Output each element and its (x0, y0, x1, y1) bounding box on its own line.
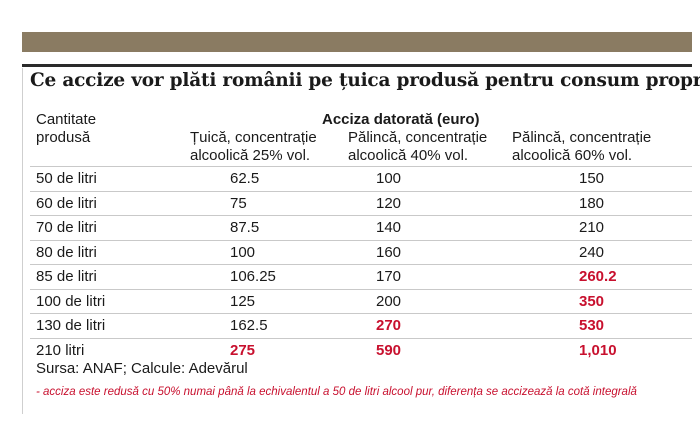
cell-palinca-40: 120 (376, 194, 402, 212)
table-row: 85 de litri 106.25 170 260.2 (30, 264, 692, 289)
cell-palinca-40: 200 (376, 292, 402, 310)
cell-palinca-60: 240 (579, 243, 605, 261)
cell-tuica-25: 62.5 (230, 170, 260, 187)
cell-tuica-25: 75 (230, 194, 247, 212)
table-row: 60 de litri 75 120 180 (30, 190, 692, 216)
col-palinca-40-header: Pălincă, concentrație alcoolică 40% vol. (348, 129, 487, 165)
col-tuica-25-header-line1: Țuică, concentrație (190, 129, 317, 146)
cell-palinca-40: 140 (376, 219, 402, 236)
col-palinca-40-header-line2: alcoolică 40% vol. (348, 147, 469, 164)
col-quantity-header: Cantitate produsă (36, 111, 96, 147)
col-tuica-25-header-line2: alcoolică 25% vol. (190, 147, 311, 164)
table-row: 100 de litri 125 200 350 (30, 288, 692, 314)
cell-quantity: 50 de litri (36, 170, 97, 187)
table-row: 70 de litri 87.5 140 210 (30, 215, 692, 240)
table-row: 210 litri 275 590 1,010 (30, 337, 692, 363)
cell-palinca-40: 100 (376, 170, 402, 187)
cell-quantity: 70 de litri (36, 219, 97, 236)
cell-quantity: 130 de litri (36, 317, 106, 334)
col-palinca-60-header: Pălincă, concentrație alcoolică 60% vol. (512, 129, 651, 165)
cell-palinca-60: 210 (579, 219, 605, 236)
cell-palinca-60: 350 (579, 292, 605, 310)
cell-quantity: 210 litri (36, 341, 85, 359)
table-row: 80 de litri 100 160 240 (30, 239, 692, 265)
cell-quantity: 80 de litri (36, 243, 97, 261)
excise-group-header: Acciza datorată (euro) (322, 111, 480, 128)
cell-quantity: 85 de litri (36, 268, 97, 285)
source-credit: Sursa: ANAF; Calcule: Adevărul (36, 360, 248, 377)
cell-tuica-25: 87.5 (230, 219, 260, 236)
cell-tuica-25: 125 (230, 292, 256, 310)
cell-palinca-60: 150 (579, 170, 605, 187)
cell-palinca-60: 180 (579, 194, 605, 212)
col-quantity-header-line2: produsă (36, 129, 91, 146)
cell-palinca-40: 170 (376, 268, 402, 285)
header-banner (22, 32, 692, 52)
page-title: Ce accize vor plăti românii pe țuica pro… (30, 70, 700, 91)
cell-tuica-25: 275 (230, 341, 256, 359)
footnote: - acciza este redusă cu 50% numai până l… (36, 386, 637, 398)
cell-palinca-60: 530 (579, 317, 605, 334)
cell-palinca-40: 590 (376, 341, 402, 359)
cell-quantity: 60 de litri (36, 194, 97, 212)
table-row: 130 de litri 162.5 270 530 (30, 313, 692, 338)
cell-palinca-40: 270 (376, 317, 402, 334)
title-rule (22, 64, 692, 67)
cell-palinca-40: 160 (376, 243, 402, 261)
cell-tuica-25: 162.5 (230, 317, 268, 334)
cell-tuica-25: 100 (230, 243, 256, 261)
excise-table-body: 50 de litri 62.5 100 150 60 de litri 75 … (30, 166, 692, 362)
cell-quantity: 100 de litri (36, 292, 106, 310)
cell-palinca-60: 1,010 (579, 341, 617, 359)
left-rule (22, 68, 23, 414)
cell-tuica-25: 106.25 (230, 268, 276, 285)
cell-palinca-60: 260.2 (579, 268, 617, 285)
col-palinca-60-header-line2: alcoolică 60% vol. (512, 147, 633, 164)
col-quantity-header-line1: Cantitate (36, 111, 97, 128)
table-row: 50 de litri 62.5 100 150 (30, 166, 692, 191)
col-tuica-25-header: Țuică, concentrație alcoolică 25% vol. (190, 129, 317, 165)
col-palinca-60-header-line1: Pălincă, concentrație (512, 129, 652, 146)
col-palinca-40-header-line1: Pălincă, concentrație (348, 129, 488, 146)
